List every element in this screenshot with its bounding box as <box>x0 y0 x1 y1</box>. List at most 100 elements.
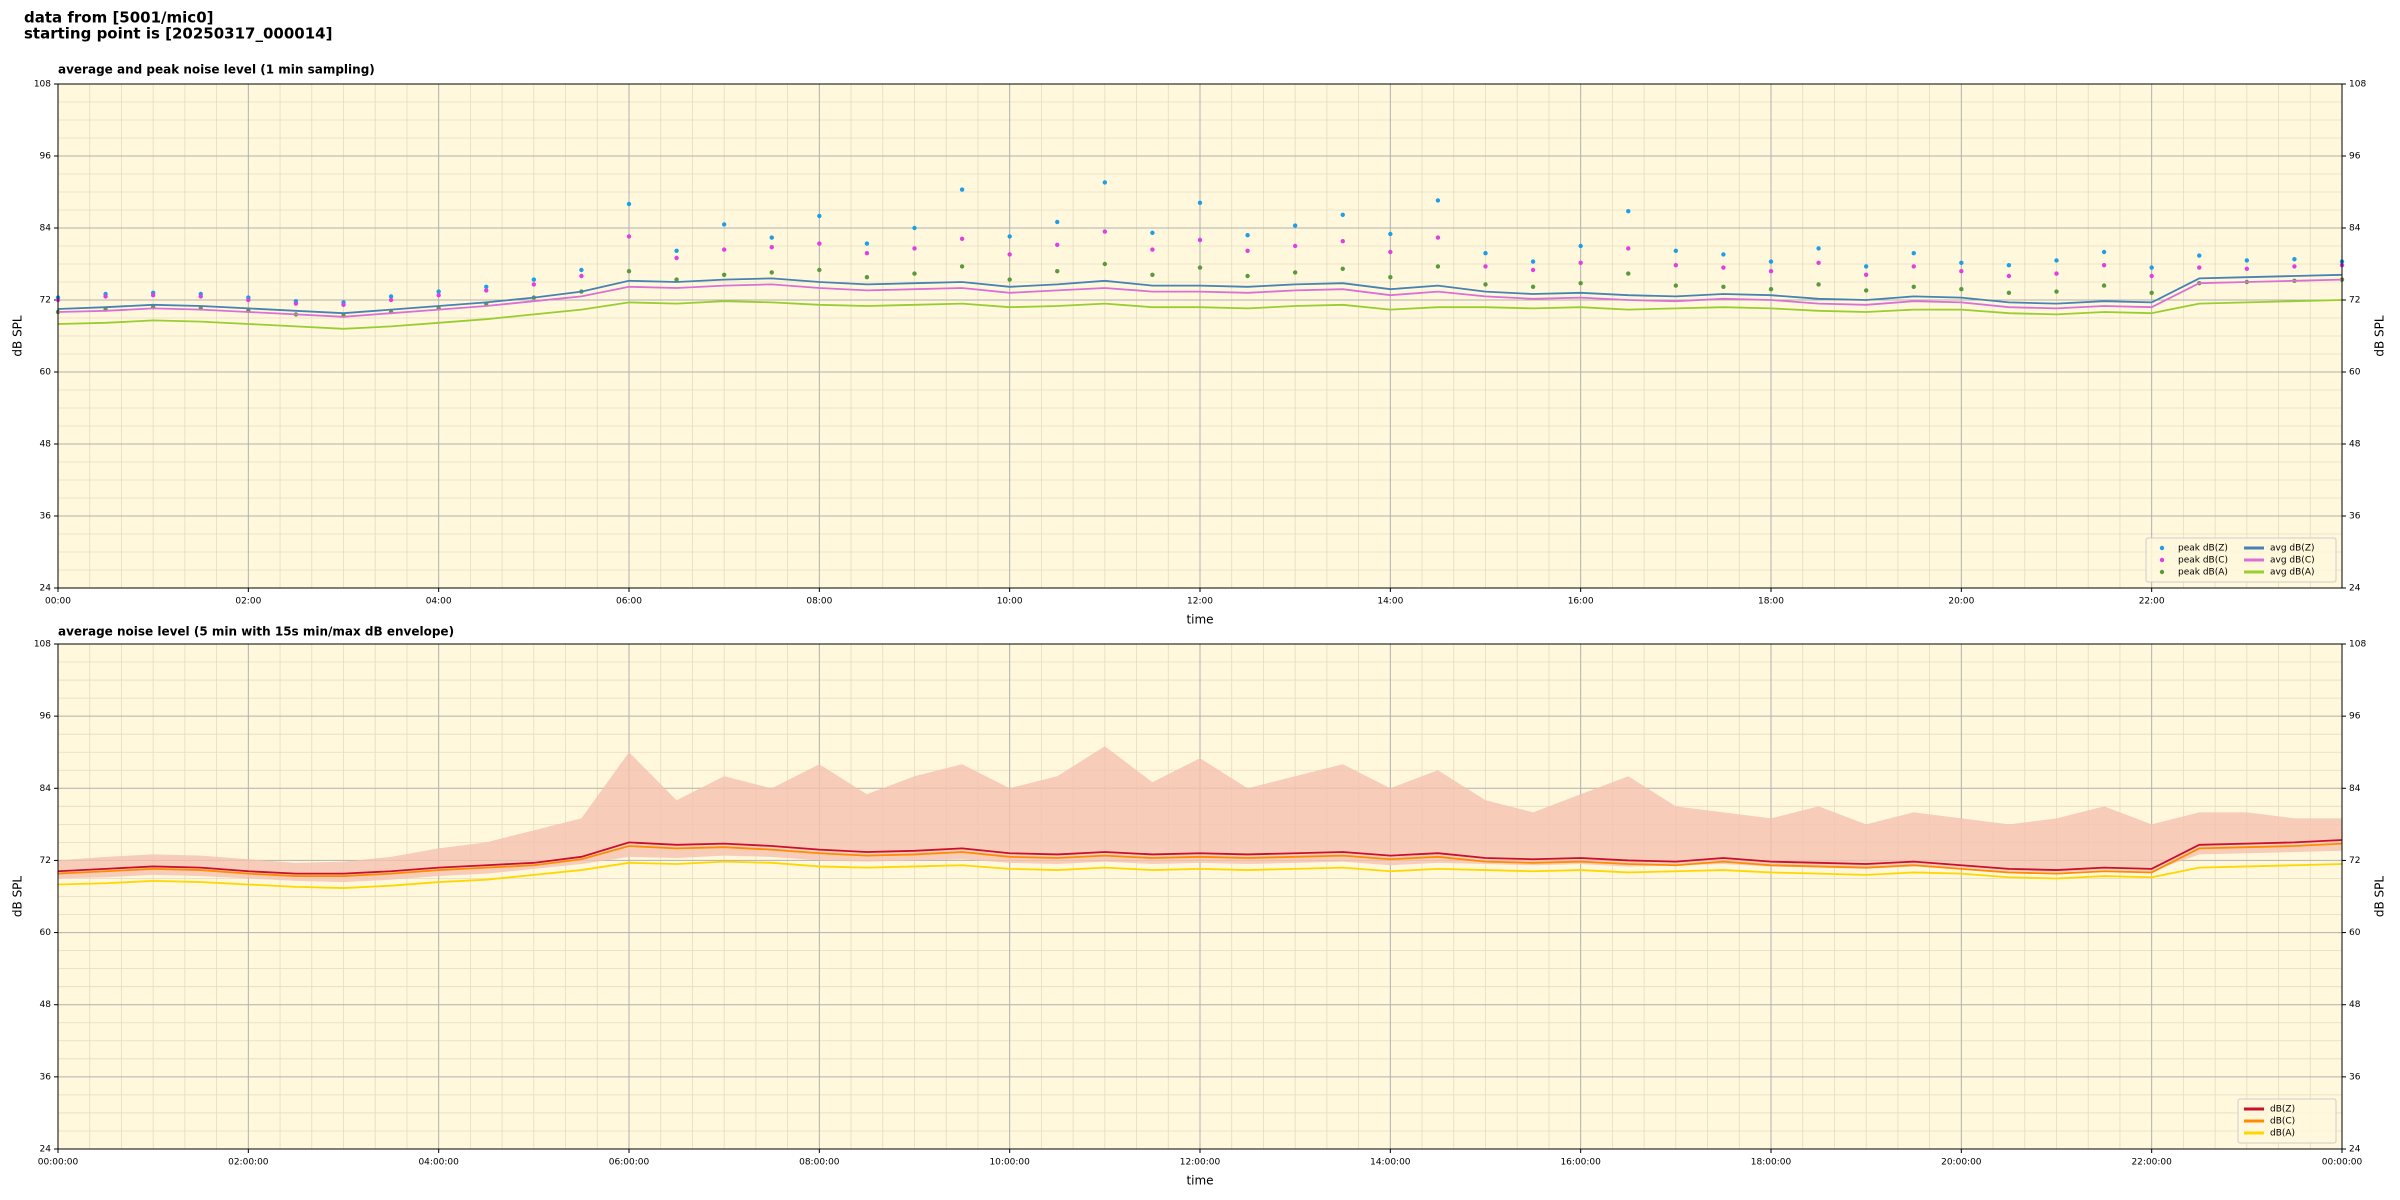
peak-point <box>1292 243 1298 249</box>
x-tick-label: 22:00 <box>2139 597 2165 607</box>
peak-point <box>2197 253 2202 258</box>
x-tick-label: 00:00:00 <box>2322 1158 2363 1168</box>
peak-point <box>817 241 822 246</box>
peak-point <box>721 247 727 252</box>
peak-point <box>1197 200 1203 205</box>
peak-point <box>1721 284 1726 289</box>
legend-marker <box>2159 545 2165 551</box>
legend: dB(Z) dB(C) dB(A) <box>2237 1098 2337 1144</box>
peak-point <box>246 297 251 303</box>
peak-point <box>341 302 346 307</box>
peak-point <box>388 294 394 299</box>
peak-point <box>2149 265 2154 270</box>
peak-point <box>1340 212 1345 217</box>
x-tick-label: 16:00:00 <box>1560 1158 1601 1168</box>
subplot: 24 36 48 60 72 84 96 108 24 36 48 60 72 84 96 108 00:00 0… <box>11 63 2387 627</box>
peak-point <box>1007 277 1012 282</box>
legend-label: avg dB(Z) <box>2270 544 2315 554</box>
peak-point <box>959 236 965 241</box>
y-tick-label: 24 <box>40 1145 52 1155</box>
peak-point <box>2292 264 2297 269</box>
peak-point <box>864 251 870 256</box>
series-line <box>57 299 2343 330</box>
series-line <box>57 278 2343 318</box>
x-tick-label: 12:00:00 <box>1180 1158 1221 1168</box>
peak-point <box>2244 258 2250 263</box>
y2-tick-label: 24 <box>2349 1145 2361 1155</box>
y-axis-label: dB SPL <box>11 315 25 357</box>
y2-axis-label: dB SPL <box>2373 876 2387 918</box>
x-tick-label: 14:00:00 <box>1370 1158 1411 1168</box>
legend-label: peak dB(C) <box>2178 556 2228 566</box>
peak-point <box>721 222 727 227</box>
peak-point <box>150 293 156 298</box>
header-line: starting point is [20250317_000014] <box>24 25 332 43</box>
peak-point <box>864 275 870 280</box>
subplot-title: average noise level (5 min with 15s min/… <box>58 625 454 639</box>
peak-point <box>1673 283 1679 288</box>
y2-tick-label: 48 <box>2349 1000 2361 1010</box>
peak-point <box>2006 290 2012 295</box>
peak-point <box>674 255 679 261</box>
x-tick-label: 18:00:00 <box>1751 1158 1792 1168</box>
x-axis-label: time <box>1186 1174 1213 1188</box>
y-tick-label: 36 <box>40 1072 52 1082</box>
x-tick-label: 20:00 <box>1948 597 1974 607</box>
y-tick-label: 36 <box>40 512 52 522</box>
peak-point <box>626 269 632 274</box>
peak-point <box>1388 231 1393 237</box>
peak-point <box>2244 266 2250 271</box>
series-line <box>57 273 2343 315</box>
peak-point <box>959 187 965 192</box>
peak-point <box>1340 239 1345 244</box>
peak-point <box>2101 263 2107 268</box>
y-tick-label: 108 <box>34 640 51 650</box>
peak-point <box>721 272 727 277</box>
peak-point <box>912 271 917 276</box>
peak-point <box>1959 269 1964 274</box>
x-tick-label: 10:00 <box>997 597 1023 607</box>
peak-point <box>1911 264 1916 269</box>
peak-point <box>1578 260 1583 265</box>
x-tick-label: 10:00:00 <box>989 1158 1030 1168</box>
legend-label: dB(A) <box>2270 1129 2295 1139</box>
peak-point <box>2101 249 2107 255</box>
peak-point <box>1959 287 1964 292</box>
peak-point <box>864 241 870 246</box>
legend-marker <box>2159 557 2165 563</box>
envelope-band <box>58 746 2342 883</box>
peak-point <box>1483 264 1488 269</box>
y2-tick-label: 48 <box>2349 440 2361 450</box>
peak-point <box>1863 264 1869 269</box>
peak-point <box>769 235 774 240</box>
peak-point <box>1388 249 1393 255</box>
peak-point <box>2292 257 2297 262</box>
peak-point <box>1340 266 1345 271</box>
series-line <box>57 842 2343 877</box>
peak-point <box>579 273 584 279</box>
peak-point <box>1435 198 1441 203</box>
peak-point <box>1578 281 1583 286</box>
y-tick-label: 48 <box>40 1000 52 1010</box>
peak-point <box>1055 269 1060 274</box>
legend-label: avg dB(A) <box>2270 568 2314 578</box>
peak-point <box>1245 233 1250 238</box>
legend-label: peak dB(A) <box>2178 568 2228 578</box>
y-tick-label: 72 <box>40 296 51 306</box>
peak-point <box>2054 271 2059 276</box>
peak-point <box>1150 230 1155 235</box>
peak-point <box>1911 251 1916 256</box>
x-tick-label: 06:00 <box>616 597 642 607</box>
peak-point <box>2149 290 2154 295</box>
peak-point <box>626 201 632 207</box>
y2-tick-label: 96 <box>2349 152 2361 162</box>
y2-tick-label: 84 <box>2349 224 2361 234</box>
legend-label: dB(Z) <box>2270 1105 2295 1115</box>
peak-point <box>1816 282 1821 287</box>
peak-point <box>1626 271 1631 276</box>
y-tick-label: 84 <box>40 224 52 234</box>
x-tick-label: 00:00:00 <box>38 1158 79 1168</box>
y2-tick-label: 36 <box>2349 1072 2361 1082</box>
peak-point <box>817 267 822 273</box>
y2-tick-label: 60 <box>2349 368 2361 378</box>
